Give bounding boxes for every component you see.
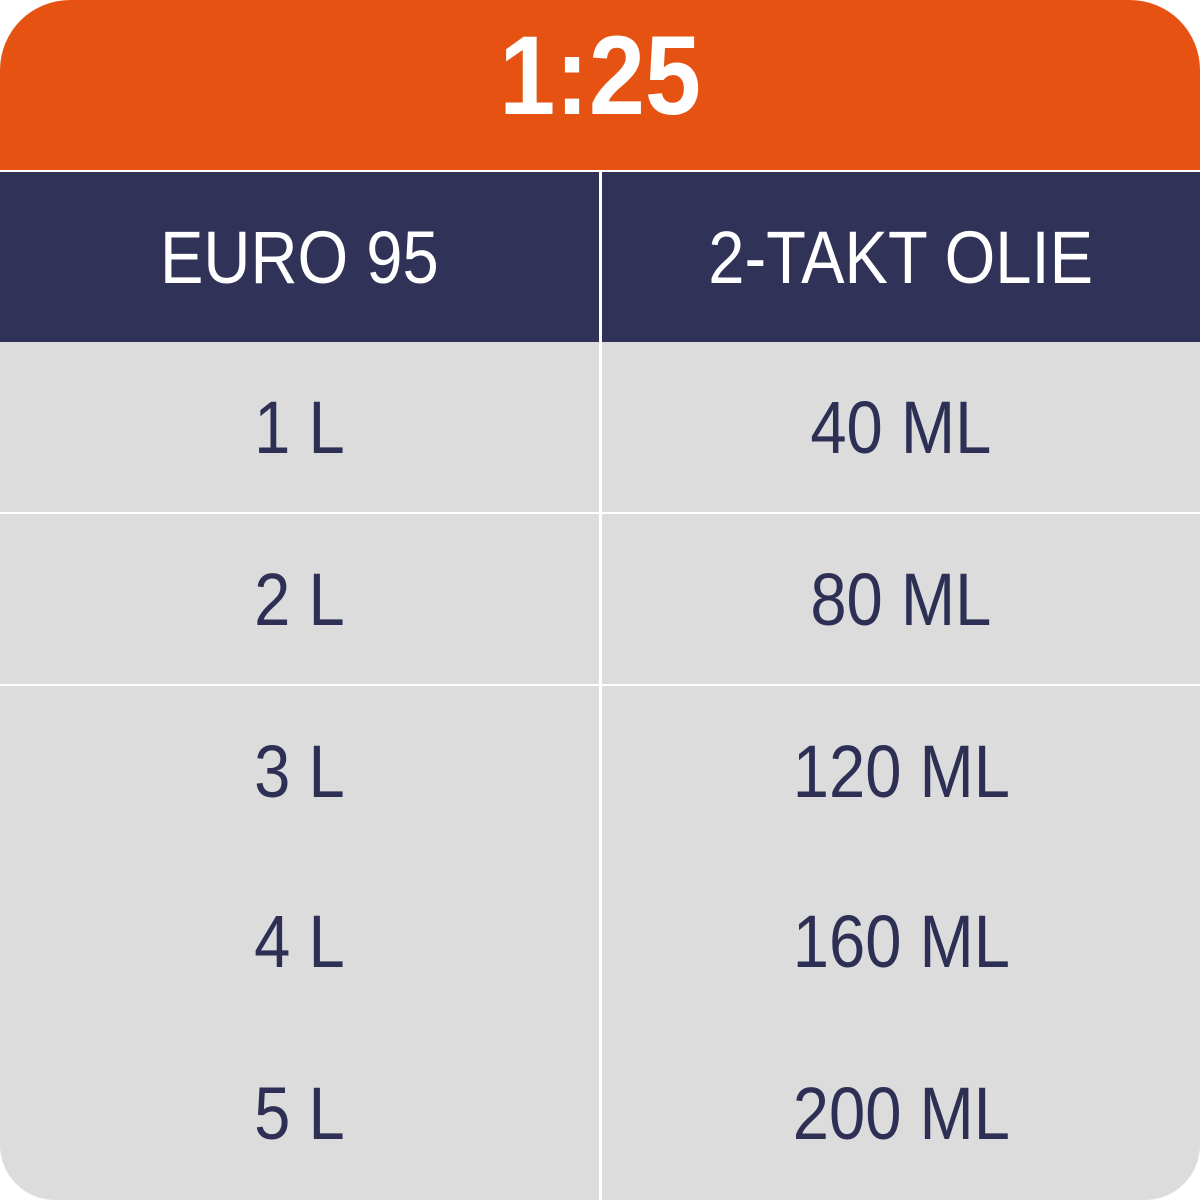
table-row: 5 L 200 ML — [0, 1026, 1200, 1200]
header-oil: 2-TAKT OLIE — [602, 172, 1200, 342]
oil-amount: 120 ML — [792, 729, 1010, 813]
fuel-amount-cell: 4 L — [0, 856, 599, 1026]
table-row: 4 L 160 ML — [0, 856, 1200, 1026]
header-row: EURO 95 2-TAKT OLIE — [0, 172, 1200, 342]
oil-amount-cell: 120 ML — [602, 686, 1200, 856]
fuel-amount: 4 L — [254, 899, 345, 983]
oil-amount: 80 ML — [810, 557, 992, 641]
header-oil-text: 2-TAKT OLIE — [708, 215, 1094, 299]
table-row: 2 L 80 ML — [0, 514, 1200, 684]
fuel-amount: 1 L — [254, 385, 345, 469]
header-fuel-text: EURO 95 — [160, 215, 439, 299]
fuel-amount-cell: 1 L — [0, 342, 599, 512]
fuel-amount: 3 L — [254, 729, 345, 813]
oil-amount: 160 ML — [792, 899, 1010, 983]
oil-amount-cell: 80 ML — [602, 514, 1200, 684]
fuel-amount: 2 L — [254, 557, 345, 641]
table-row: 1 L 40 ML — [0, 342, 1200, 512]
table-row: 3 L 120 ML — [0, 686, 1200, 856]
oil-amount-cell: 40 ML — [602, 342, 1200, 512]
fuel-amount: 5 L — [254, 1071, 345, 1155]
ratio-title: 1:25 — [0, 0, 1200, 170]
fuel-amount-cell: 5 L — [0, 1026, 599, 1200]
fuel-amount-cell: 2 L — [0, 514, 599, 684]
oil-amount: 200 ML — [792, 1071, 1010, 1155]
oil-amount: 40 ML — [810, 385, 992, 469]
header-fuel: EURO 95 — [0, 172, 599, 342]
ratio-title-text: 1:25 — [499, 12, 701, 138]
oil-amount-cell: 200 ML — [602, 1026, 1200, 1200]
oil-amount-cell: 160 ML — [602, 856, 1200, 1026]
fuel-amount-cell: 3 L — [0, 686, 599, 856]
